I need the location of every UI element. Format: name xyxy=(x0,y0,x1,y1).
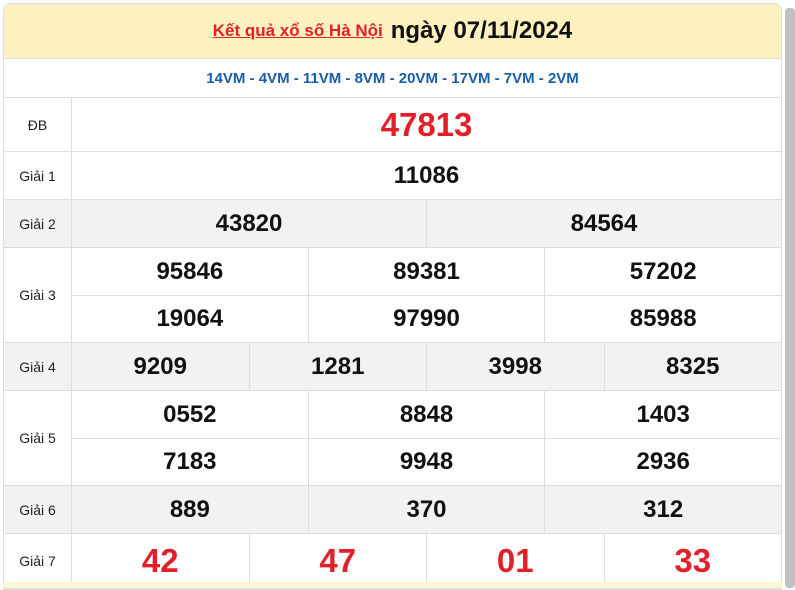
prize-number: 01 xyxy=(426,534,604,588)
prize-row: Giải 4 9209 1281 3998 8325 xyxy=(4,343,781,391)
prize-label: Giải 6 xyxy=(4,486,72,533)
prize-row: ĐB 47813 xyxy=(4,98,781,152)
prize-number: 97990 xyxy=(307,296,545,342)
prize-row: Giải 2 43820 84564 xyxy=(4,200,781,248)
prize-label: Giải 2 xyxy=(4,200,72,247)
prize-number: 43820 xyxy=(215,209,283,237)
table-header: Kết quả xổ số Hà Nội ngày 07/11/2024 xyxy=(4,4,781,59)
prize-number: 1403 xyxy=(544,391,781,438)
prize-number: 889 xyxy=(169,495,210,523)
prize-label: Giải 5 xyxy=(4,391,72,485)
footer-strip xyxy=(3,582,782,588)
prize-row: Giải 3 95846 89381 57202 19064 97990 85988 xyxy=(4,248,781,343)
prize-label: Giải 1 xyxy=(4,152,72,199)
prize-row: Giải 5 0552 8848 1403 7183 9948 2936 xyxy=(4,391,781,486)
prize-number: 33 xyxy=(603,534,782,588)
prize-row: Giải 7 42 47 01 33 xyxy=(4,534,781,589)
prize-number: 0552 xyxy=(163,400,217,428)
prize-number: 370 xyxy=(307,486,545,533)
prize-number: 11086 xyxy=(393,161,460,189)
prize-number: 57202 xyxy=(544,248,781,295)
prize-number: 9209 xyxy=(133,352,187,380)
prize-number: 8848 xyxy=(307,391,545,438)
prize-number: 85988 xyxy=(544,296,781,342)
prize-label: Giải 3 xyxy=(4,248,72,342)
prize-label: Giải 4 xyxy=(4,343,72,390)
prize-number: 7183 xyxy=(163,448,217,475)
prize-number: 95846 xyxy=(156,257,224,285)
hanoi-results-link[interactable]: Kết quả xổ số Hà Nội xyxy=(212,21,383,40)
prize-label: ĐB xyxy=(4,98,72,151)
prize-row: Giải 1 11086 xyxy=(4,152,781,200)
scrollbar[interactable] xyxy=(785,8,795,588)
prize-number: 89381 xyxy=(307,248,545,295)
prize-number: 1281 xyxy=(248,343,427,390)
results-table: Kết quả xổ số Hà Nội ngày 07/11/2024 14V… xyxy=(3,3,782,590)
prize-number: 84564 xyxy=(426,200,781,247)
draw-date: ngày 07/11/2024 xyxy=(390,17,573,44)
prize-number: 47 xyxy=(248,534,427,588)
special-codes: 14VM - 4VM - 11VM - 8VM - 20VM - 17VM - … xyxy=(4,59,781,98)
prize-number: 3998 xyxy=(426,343,604,390)
prize-number: 42 xyxy=(141,542,179,579)
prize-number: 9948 xyxy=(307,439,545,485)
prize-number: 312 xyxy=(544,486,781,533)
prize-number: 8325 xyxy=(603,343,782,390)
prize-row: Giải 6 889 370 312 xyxy=(4,486,781,534)
prize-number: 47813 xyxy=(380,105,473,143)
prize-number: 2936 xyxy=(544,439,781,485)
prize-number: 19064 xyxy=(156,305,224,332)
prize-label: Giải 7 xyxy=(4,534,72,588)
